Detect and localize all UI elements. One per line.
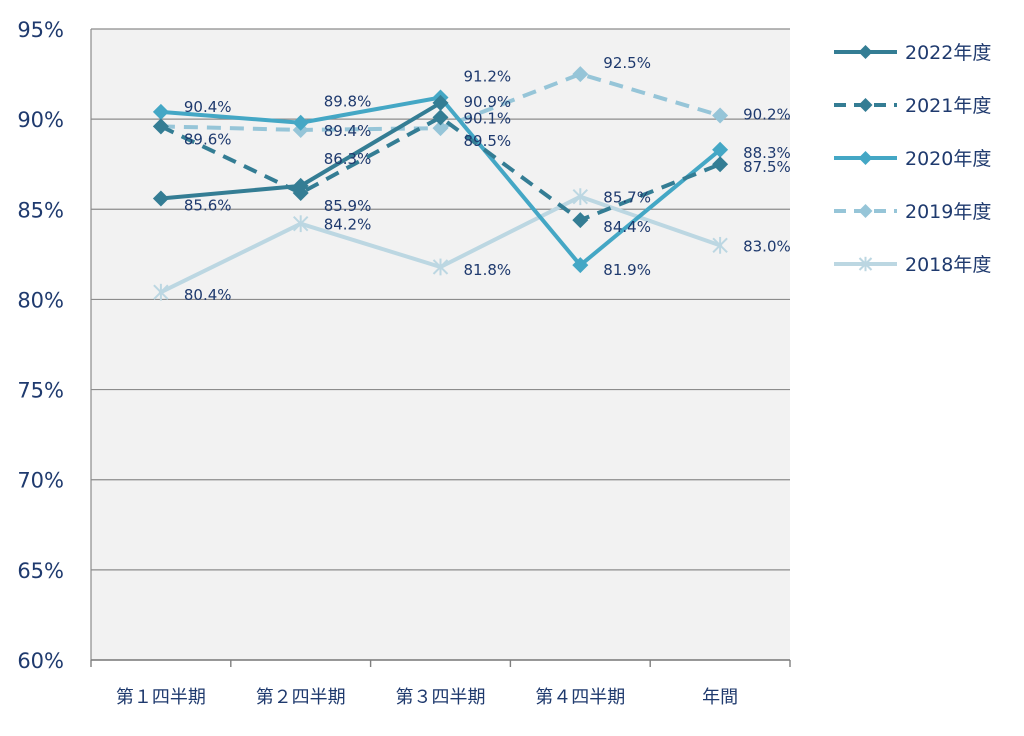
data-point	[292, 114, 309, 131]
y-tick-label: 85%	[17, 198, 64, 222]
data-point	[572, 66, 589, 83]
data-point	[152, 190, 169, 207]
data-point	[712, 236, 728, 254]
legend: 2022年度 2021年度 2020年度 2019年度 2018年度	[834, 42, 991, 276]
series-group	[152, 66, 729, 301]
series-1	[152, 109, 729, 229]
data-label: 87.5%	[743, 158, 791, 176]
legend-item-1: 2021年度	[834, 95, 991, 117]
data-label: 85.7%	[603, 189, 651, 207]
y-tick-label: 65%	[17, 559, 64, 583]
data-label: 86.3%	[324, 150, 372, 168]
x-tick-label: 第３四半期	[396, 687, 486, 708]
data-label: 84.4%	[603, 218, 651, 236]
y-tick-label: 75%	[17, 379, 64, 403]
x-tick-label: 第２四半期	[256, 687, 346, 708]
y-tick-label: 80%	[17, 288, 64, 312]
data-point	[858, 151, 873, 165]
data-label: 89.4%	[324, 122, 372, 140]
data-label: 88.3%	[743, 144, 791, 162]
data-point	[432, 109, 449, 126]
y-tick-label: 70%	[17, 469, 64, 493]
legend-item-4: 2018年度	[834, 254, 991, 276]
data-point	[153, 283, 169, 301]
series-line	[160, 115, 721, 223]
data-point	[572, 212, 589, 229]
y-tick-label: 95%	[17, 18, 64, 42]
data-label: 89.5%	[464, 132, 512, 150]
data-point	[152, 118, 169, 135]
legend-item-0: 2022年度	[834, 42, 991, 64]
legend-label: 2020年度	[905, 148, 991, 170]
data-label: 91.2%	[464, 68, 512, 86]
data-point	[572, 188, 589, 206]
data-label: 89.8%	[324, 93, 372, 111]
data-label: 81.8%	[464, 261, 512, 279]
data-label: 83.0%	[743, 237, 791, 255]
data-label: 89.6%	[184, 130, 232, 148]
data-point	[292, 177, 309, 194]
y-tick-label: 60%	[17, 649, 64, 673]
x-tick-label: 第１四半期	[116, 687, 206, 708]
data-point	[712, 107, 729, 124]
data-label: 80.4%	[184, 286, 232, 304]
legend-label: 2022年度	[905, 42, 991, 64]
x-tick-label: 第４四半期	[535, 687, 625, 708]
legend-label: 2021年度	[905, 95, 991, 117]
data-point	[712, 141, 729, 158]
data-label: 81.9%	[603, 261, 651, 279]
data-point	[572, 257, 589, 274]
legend-label: 2019年度	[905, 201, 991, 223]
data-point	[712, 156, 729, 173]
x-tick-label: 年間	[702, 687, 738, 708]
data-point	[858, 204, 873, 218]
data-point	[858, 45, 873, 59]
data-point	[292, 215, 309, 233]
data-point	[432, 120, 449, 137]
data-labels: 85.6% 86.3% 90.9% 89.6% 85.9% 90.1% 84.4% 87.5%…	[184, 54, 791, 304]
y-tick-label: 90%	[17, 108, 64, 132]
data-label: 90.2%	[743, 106, 791, 124]
series-4	[153, 188, 728, 301]
legend-item-2: 2020年度	[834, 148, 991, 170]
legend-item-3: 2019年度	[834, 201, 991, 223]
legend-label: 2018年度	[905, 254, 991, 276]
data-label: 92.5%	[603, 54, 651, 72]
data-point	[432, 258, 449, 276]
series-0	[152, 94, 449, 207]
y-axis: 60% 65% 70% 75% 80% 85% 90% 95%	[17, 18, 92, 673]
data-label: 90.4%	[184, 98, 232, 116]
data-label: 84.2%	[324, 216, 372, 234]
data-point	[432, 94, 449, 111]
x-axis: 第１四半期 第２四半期 第３四半期 第４四半期 年間	[90, 659, 791, 708]
data-label: 90.1%	[464, 109, 512, 127]
data-point	[858, 256, 873, 272]
data-point	[152, 103, 169, 120]
data-label: 85.9%	[324, 197, 372, 215]
data-label: 85.6%	[184, 196, 232, 214]
data-point	[858, 98, 873, 112]
data-label: 90.9%	[464, 93, 512, 111]
